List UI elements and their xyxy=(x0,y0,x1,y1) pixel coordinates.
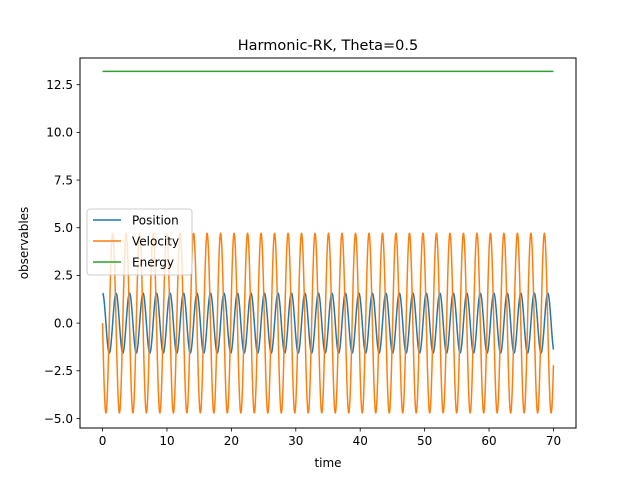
y-tick-label: 12.5 xyxy=(46,78,73,92)
legend-label-position: Position xyxy=(132,213,179,227)
series-line-velocity xyxy=(101,232,555,414)
x-tick-label: 30 xyxy=(288,434,303,448)
plot-frame xyxy=(79,57,577,429)
x-tick-label: 10 xyxy=(159,434,174,448)
x-tick-label: 0 xyxy=(99,434,107,448)
y-tick-label: 10.0 xyxy=(46,126,73,140)
y-tick-label: 0.0 xyxy=(54,316,73,330)
y-tick-label: −2.5 xyxy=(44,364,73,378)
x-tick-label: 20 xyxy=(224,434,239,448)
series-line-position xyxy=(101,292,555,354)
x-tick-label: 60 xyxy=(481,434,496,448)
legend-box xyxy=(86,208,193,276)
x-axis-ticks: 0 10 20 30 40 50 60 70 xyxy=(99,428,561,448)
legend: Position Velocity Energy xyxy=(86,208,193,276)
x-tick-label: 40 xyxy=(353,434,368,448)
legend-label-energy: Energy xyxy=(132,255,174,269)
y-tick-label: 7.5 xyxy=(54,173,73,187)
y-tick-label: 2.5 xyxy=(54,269,73,283)
x-tick-label: 70 xyxy=(546,434,561,448)
x-axis-label: time xyxy=(314,456,341,470)
plot-series xyxy=(101,70,555,414)
chart-title: Harmonic-RK, Theta=0.5 xyxy=(238,38,418,54)
y-tick-label: 5.0 xyxy=(54,221,73,235)
x-tick-label: 50 xyxy=(417,434,432,448)
y-axis-label: observables xyxy=(17,207,31,280)
legend-label-velocity: Velocity xyxy=(132,234,179,248)
y-tick-label: −5.0 xyxy=(44,412,73,426)
y-axis-ticks: −5.0 −2.5 0.0 2.5 5.0 7.5 10.0 12.5 xyxy=(44,78,80,426)
